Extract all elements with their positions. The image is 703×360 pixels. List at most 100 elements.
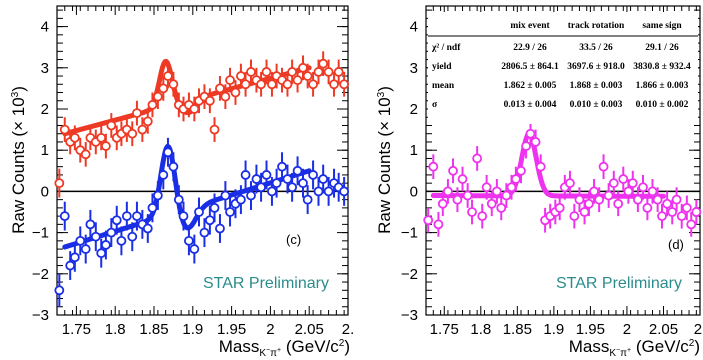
marker <box>137 124 148 135</box>
marker <box>579 207 590 217</box>
marker <box>100 240 111 250</box>
data-point <box>691 199 702 225</box>
marker <box>282 174 293 184</box>
marker <box>574 194 585 205</box>
data-point <box>292 67 303 93</box>
data-point <box>271 168 282 198</box>
data-point <box>525 121 536 147</box>
marker <box>189 104 200 114</box>
table-header: same sign <box>642 21 682 31</box>
data-point <box>491 179 502 204</box>
marker <box>292 75 303 86</box>
panel-d: 1.75 1.8 1.85 1.9 1.95 2 2.05 2. −3 −2 −1 0 1 2 3 4 (d)… <box>401 5 703 338</box>
marker <box>642 202 653 213</box>
data-point <box>204 88 215 114</box>
data-point <box>477 203 488 229</box>
data-point <box>168 152 179 182</box>
data-point <box>163 63 173 89</box>
marker <box>298 178 308 189</box>
marker <box>106 227 117 238</box>
y-tick-label: −3 <box>401 307 418 324</box>
x-tick-label: 2. <box>342 321 355 338</box>
data-point <box>565 170 575 196</box>
marker <box>339 186 350 197</box>
marker <box>313 186 324 197</box>
data-point <box>163 137 173 167</box>
data-point <box>501 183 512 208</box>
data-layer <box>54 51 350 307</box>
data-point <box>594 187 605 212</box>
data-point <box>686 212 697 237</box>
marker <box>178 211 189 222</box>
table-cell: 1.866 ± 0.003 <box>636 81 689 91</box>
marker <box>142 116 153 127</box>
plot-frame <box>56 5 349 316</box>
marker <box>147 202 158 213</box>
data-point <box>647 179 658 204</box>
marker <box>292 165 303 176</box>
x-tick-label: 2 <box>623 321 631 338</box>
data-point <box>627 170 638 196</box>
data-point <box>116 121 127 147</box>
marker <box>158 83 169 94</box>
marker <box>691 207 702 217</box>
marker <box>96 132 107 143</box>
x-tick-label: 2.05 <box>649 321 678 338</box>
marker <box>589 186 599 197</box>
marker <box>423 215 434 226</box>
y-tick-label: 3 <box>410 60 418 77</box>
data-point <box>510 166 521 192</box>
marker <box>54 285 65 296</box>
marker <box>329 79 339 90</box>
data-point <box>199 218 210 248</box>
marker <box>251 174 262 184</box>
marker <box>236 71 246 81</box>
data-point <box>516 158 526 184</box>
marker <box>100 141 111 151</box>
y-tick-label: −2 <box>401 266 418 283</box>
marker <box>261 170 272 180</box>
marker <box>194 207 204 217</box>
marker <box>323 67 334 77</box>
marker <box>127 128 138 139</box>
marker <box>686 219 697 230</box>
data-point <box>220 84 231 109</box>
y-axis-title: Raw Counts (× 103) <box>375 86 394 234</box>
marker <box>220 190 231 201</box>
data-point <box>613 191 624 217</box>
marker <box>230 87 241 98</box>
marker <box>308 79 318 90</box>
marker <box>681 202 692 213</box>
data-point <box>69 125 80 151</box>
marker <box>584 198 594 209</box>
data-point <box>189 96 200 122</box>
y-tick-label: 4 <box>41 19 49 36</box>
marker <box>565 178 575 189</box>
y-axis-title: Raw Counts (× 103) <box>9 86 28 234</box>
plot-frame <box>425 5 701 316</box>
data-point <box>339 71 350 97</box>
panel-label: (c) <box>286 232 301 247</box>
data-point <box>147 92 158 118</box>
data-point <box>333 59 344 85</box>
data-point <box>209 193 220 223</box>
data-point <box>178 201 189 231</box>
data-point <box>132 100 142 126</box>
data-point <box>318 51 329 77</box>
data-point <box>308 160 318 190</box>
marker <box>152 91 163 102</box>
table-cell: 0.010 ± 0.003 <box>570 100 623 110</box>
data-point <box>220 181 231 210</box>
x-tick-label: 1.8 <box>105 321 126 338</box>
marker <box>65 260 76 271</box>
marker <box>516 165 526 176</box>
y-tick-label: 3 <box>41 60 49 77</box>
marker <box>313 67 324 77</box>
data-point <box>448 158 458 184</box>
data-point <box>443 179 453 204</box>
data-point <box>598 154 609 180</box>
marker <box>69 252 80 263</box>
data-point <box>142 214 153 243</box>
marker <box>652 194 663 205</box>
data-point <box>584 191 594 217</box>
